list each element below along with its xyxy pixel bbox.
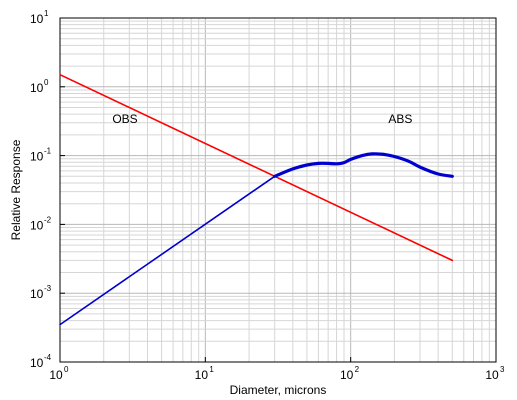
y-tick-label-exponent: -2 bbox=[44, 215, 52, 224]
x-tick-label: 10 bbox=[195, 368, 209, 382]
x-tick-label: 10 bbox=[49, 368, 63, 382]
y-tick-label: 10 bbox=[30, 287, 44, 301]
x-tick-label-exponent: 2 bbox=[355, 365, 360, 374]
x-tick-label-exponent: 0 bbox=[64, 365, 69, 374]
x-tick-label-exponent: 1 bbox=[209, 365, 214, 374]
y-tick-label-exponent: -1 bbox=[44, 147, 52, 156]
y-tick-label: 10 bbox=[30, 81, 44, 95]
chart-annotations: OBS ABS bbox=[112, 112, 412, 126]
y-tick-label-exponent: 1 bbox=[44, 9, 49, 18]
annotation-abs: ABS bbox=[388, 112, 412, 126]
y-tick-label: 10 bbox=[30, 218, 44, 232]
annotation-obs: OBS bbox=[112, 112, 137, 126]
y-tick-label-exponent: 0 bbox=[44, 78, 49, 87]
y-axis-label: Relative Response bbox=[9, 139, 23, 240]
y-tick-label-exponent: -3 bbox=[44, 284, 52, 293]
x-tick-label-exponent: 3 bbox=[500, 365, 505, 374]
axis-ticks: 10 0 10 1 10 2 10 310 -410 -310 -210 -110 010 1 bbox=[30, 9, 505, 382]
x-axis-label: Diameter, microns bbox=[230, 383, 327, 397]
chart-grid bbox=[60, 18, 496, 362]
plot-frame bbox=[59, 17, 497, 363]
x-tick-label: 10 bbox=[340, 368, 354, 382]
y-tick-label: 10 bbox=[30, 356, 44, 370]
chart-series bbox=[59, 73, 454, 326]
y-tick-label: 10 bbox=[30, 150, 44, 164]
series-abs-hump-line bbox=[273, 152, 454, 178]
y-tick-label: 10 bbox=[30, 12, 44, 26]
series-obs-line bbox=[59, 73, 454, 262]
x-tick-label: 10 bbox=[485, 368, 499, 382]
y-tick-label-exponent: -4 bbox=[44, 353, 52, 362]
